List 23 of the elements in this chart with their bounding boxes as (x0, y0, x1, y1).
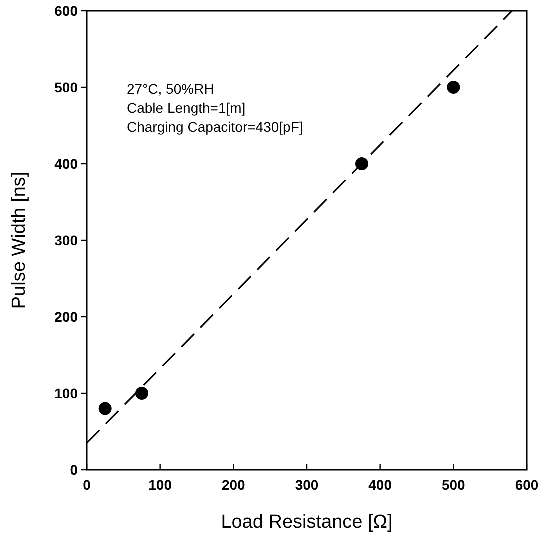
x-tick-label: 300 (295, 477, 319, 493)
annotation: 27°C, 50%RH (127, 81, 214, 97)
x-tick-label: 400 (368, 477, 392, 493)
x-axis-title: Load Resistance [Ω] (221, 512, 393, 533)
y-tick-label: 0 (70, 462, 78, 478)
y-tick-label: 200 (54, 308, 78, 325)
y-tick-label: 100 (54, 385, 78, 402)
point (98, 402, 112, 416)
y-tick-label: 300 (54, 232, 78, 248)
x-tick-label: 100 (148, 477, 172, 493)
annotation: Cable Length=1[m] (127, 100, 246, 116)
y-axis-title: Pulse Width [ns] (9, 172, 30, 310)
y-tick-label: 400 (54, 156, 78, 172)
x-tick-label: 200 (222, 477, 246, 493)
x-tick-label: 600 (515, 477, 539, 493)
point (447, 81, 460, 94)
annotation: Charging Capacitor=430[pF] (127, 119, 304, 135)
point (356, 158, 368, 170)
y-tick-label: 500 (54, 79, 78, 96)
x-tick-label: 500 (442, 477, 466, 493)
point (136, 387, 148, 400)
x-tick-label: 0 (83, 477, 92, 493)
y-tick-label: 600 (54, 2, 78, 19)
